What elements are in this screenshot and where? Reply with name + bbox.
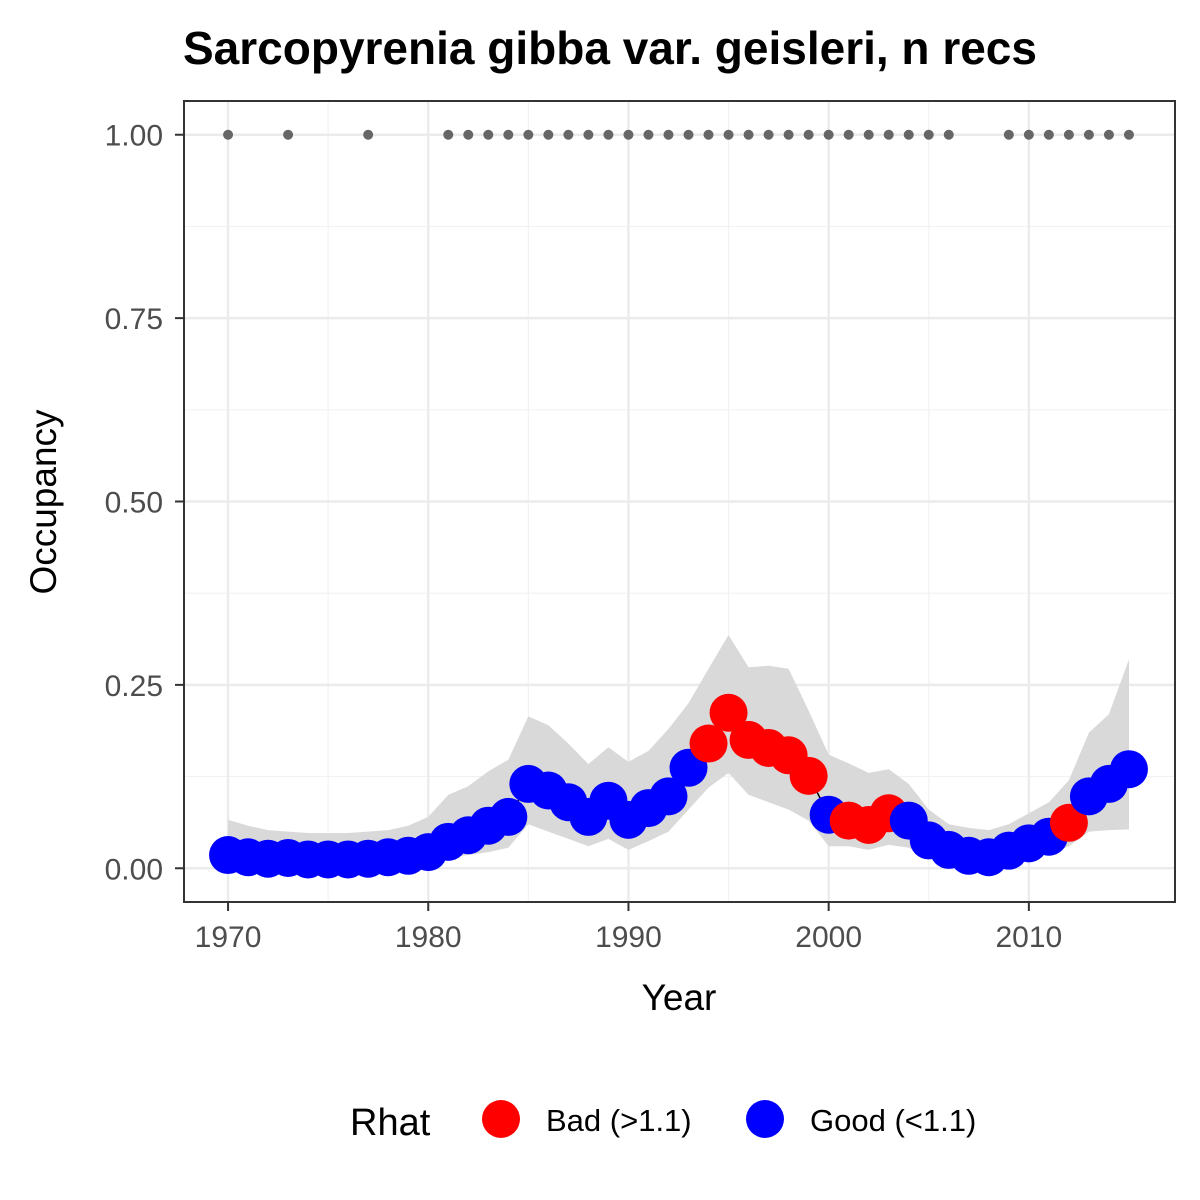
record-point [843,129,854,140]
record-point [283,129,294,140]
record-point [1123,129,1134,140]
record-point [523,129,534,140]
x-tick-label: 1980 [395,921,462,954]
record-point [1103,129,1114,140]
record-point [643,129,654,140]
record-point [863,129,874,140]
legend-title: Rhat [350,1102,431,1144]
record-point [223,129,234,140]
occupancy-points [209,693,1148,879]
record-point [783,129,794,140]
occupancy-point-good [649,777,688,816]
y-tick-label: 0.75 [105,303,163,336]
record-point [943,129,954,140]
occupancy-point-bad [709,693,748,732]
record-point [703,129,714,140]
record-point [563,129,574,140]
legend-key-good [746,1100,784,1138]
occupancy-point-bad [1049,803,1088,842]
record-point [463,129,474,140]
record-point [583,129,594,140]
record-point [1023,129,1034,140]
interval-ribbon [228,635,1129,867]
record-point [903,129,914,140]
record-points [223,129,1134,140]
record-point [603,129,614,140]
record-point [823,129,834,140]
occupancy-point-bad [689,724,728,763]
credible-interval-ribbon [228,635,1129,867]
record-point [723,129,734,140]
x-tick-label: 1970 [195,921,262,954]
record-point [923,129,934,140]
legend-label-bad: Bad (>1.1) [546,1103,692,1138]
record-point [683,129,694,140]
legend-key-bad [482,1100,520,1138]
y-tick-label: 1.00 [105,120,163,153]
record-point [503,129,514,140]
record-point [883,129,894,140]
record-point [443,129,454,140]
record-point [803,129,814,140]
record-point [763,129,774,140]
record-point [1003,129,1014,140]
legend: Rhat Bad (>1.1) Good (<1.1) [350,1100,976,1144]
y-tick-label: 0.00 [105,853,163,886]
occupancy-point-bad [789,756,828,795]
record-point [743,129,754,140]
x-tick-label: 1990 [595,921,662,954]
x-tick-label: 2010 [995,921,1062,954]
record-point [663,129,674,140]
occupancy-point-good [489,797,528,836]
y-tick-label: 0.25 [105,670,163,703]
y-axis: 0.00 0.25 0.50 0.75 1.00 [105,120,184,886]
x-axis-title: Year [642,977,717,1018]
y-tick-label: 0.50 [105,487,163,520]
legend-label-good: Good (<1.1) [810,1103,976,1138]
record-point [483,129,494,140]
record-point [363,129,374,140]
x-axis: 1970 1980 1990 2000 2010 [195,902,1062,954]
y-axis-title: Occupancy [23,409,64,595]
chart-title: Sarcopyrenia gibba var. geisleri, n recs [183,22,1037,74]
record-point [1063,129,1074,140]
x-tick-label: 2000 [795,921,862,954]
record-point [1083,129,1094,140]
record-point [543,129,554,140]
record-point [1043,129,1054,140]
record-point [623,129,634,140]
occupancy-point-good [1109,750,1148,789]
